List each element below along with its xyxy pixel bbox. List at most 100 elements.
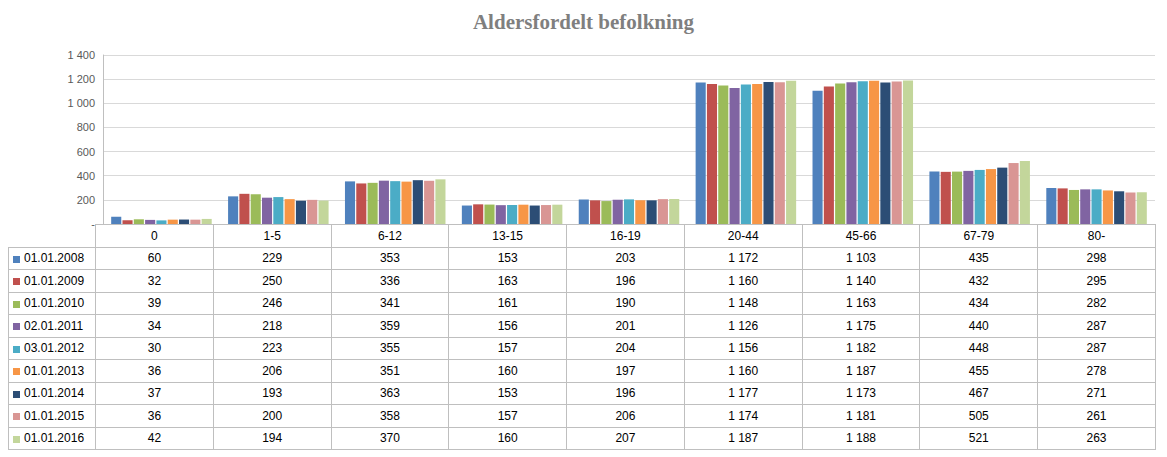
html-text:287: 287 (1086, 318, 1107, 333)
html-text:80-: 80- (1087, 228, 1106, 243)
svg-text:200: 200 (77, 194, 95, 206)
html-text:298: 298 (1086, 251, 1107, 266)
html-text:1-5: 1-5 (263, 228, 281, 243)
html-text:363: 363 (379, 386, 400, 401)
html-text:196: 196 (615, 273, 636, 288)
html-text:206: 206 (262, 363, 283, 378)
html-text:1 163: 1 163 (846, 296, 876, 311)
html-text:39: 39 (147, 296, 162, 311)
html-text:1 103: 1 103 (846, 251, 876, 266)
html-text:287: 287 (1086, 341, 1107, 356)
html-text:1 172: 1 172 (728, 251, 759, 266)
html-text:223: 223 (262, 341, 283, 356)
html-text:218: 218 (262, 318, 283, 333)
html-text:37: 37 (147, 386, 162, 401)
html-text:13-15: 13-15 (492, 228, 523, 243)
svg-text:1 000: 1 000 (67, 97, 95, 109)
html-text:1 160: 1 160 (728, 363, 759, 378)
html-text:204: 204 (615, 341, 636, 356)
html-text:1 126: 1 126 (728, 318, 759, 333)
html-text:1 182: 1 182 (846, 341, 876, 356)
html-text:1 148: 1 148 (728, 296, 759, 311)
html-text:246: 246 (262, 296, 283, 311)
html-text:30: 30 (147, 341, 162, 356)
html-text:6-12: 6-12 (377, 228, 402, 243)
html-text:341: 341 (379, 296, 400, 311)
svg-text:1 200: 1 200 (67, 73, 95, 85)
html-text:153: 153 (497, 251, 518, 266)
html-text:359: 359 (379, 318, 400, 333)
html-text:190: 190 (615, 296, 636, 311)
html-text:42: 42 (147, 431, 162, 446)
html-text:200: 200 (262, 408, 283, 423)
html-text:201: 201 (615, 318, 636, 333)
html-text:193: 193 (262, 386, 283, 401)
html-text:67-79: 67-79 (963, 228, 995, 243)
html-text:203: 203 (615, 251, 636, 266)
html-text:351: 351 (379, 363, 400, 378)
svg-text:600: 600 (77, 146, 95, 158)
html-text:1 177: 1 177 (728, 386, 759, 401)
html-text:161: 161 (497, 296, 518, 311)
html-text:467: 467 (968, 386, 989, 401)
html-text:434: 434 (968, 296, 989, 311)
html-text:1 173: 1 173 (846, 386, 876, 401)
html-text:157: 157 (497, 341, 518, 356)
html-text:250: 250 (262, 273, 283, 288)
html-text:36: 36 (147, 408, 162, 423)
html-text:157: 157 (497, 408, 518, 423)
html-text:36: 36 (147, 363, 162, 378)
html-text:1 140: 1 140 (846, 273, 876, 288)
html-text:1 160: 1 160 (728, 273, 759, 288)
html-text:60: 60 (147, 251, 162, 266)
html-text:156: 156 (497, 318, 518, 333)
svg-text:400: 400 (77, 170, 95, 182)
svg-text:800: 800 (77, 121, 95, 133)
html-text:1 187: 1 187 (846, 363, 876, 378)
html-text:370: 370 (379, 431, 400, 446)
html-text:435: 435 (968, 251, 989, 266)
html-text:196: 196 (615, 386, 636, 401)
html-text:278: 278 (1086, 363, 1107, 378)
html-text:197: 197 (615, 363, 636, 378)
svg-text:1 400: 1 400 (67, 49, 95, 61)
html-text:229: 229 (262, 251, 283, 266)
html-text:01.01.2016: 01.01.2016 (24, 431, 85, 446)
html-text:1 156: 1 156 (728, 341, 759, 356)
html-text:505: 505 (968, 408, 989, 423)
html-text:282: 282 (1086, 296, 1107, 311)
html-text:1 181: 1 181 (846, 408, 876, 423)
html-text:194: 194 (262, 431, 283, 446)
html-text:1 175: 1 175 (846, 318, 876, 333)
html-text:358: 358 (379, 408, 400, 423)
html-text:163: 163 (497, 273, 518, 288)
html-text:153: 153 (497, 386, 518, 401)
html-text:01.01.2010: 01.01.2010 (24, 296, 85, 311)
svg-text:Aldersfordelt befolkning: Aldersfordelt befolkning (473, 10, 695, 34)
html-text:01.01.2015: 01.01.2015 (24, 408, 85, 423)
html-text:02.01.2011: 02.01.2011 (24, 318, 84, 333)
html-text:45-66: 45-66 (845, 228, 877, 243)
html-text:440: 440 (968, 318, 989, 333)
html-text:206: 206 (615, 408, 636, 423)
html-text:16-19: 16-19 (610, 228, 641, 243)
html-text:353: 353 (379, 251, 400, 266)
html-text:1 174: 1 174 (728, 408, 759, 423)
html-text:01.01.2013: 01.01.2013 (24, 363, 85, 378)
html-text:01.01.2008: 01.01.2008 (24, 251, 85, 266)
html-text:448: 448 (968, 341, 989, 356)
html-text:34: 34 (147, 318, 162, 333)
html-text:271: 271 (1086, 386, 1107, 401)
html-text:336: 336 (379, 273, 400, 288)
html-text:432: 432 (968, 273, 989, 288)
html-text:295: 295 (1086, 273, 1107, 288)
html-text:03.01.2012: 03.01.2012 (24, 341, 85, 356)
html-text:160: 160 (497, 363, 518, 378)
html-text:355: 355 (379, 341, 400, 356)
html-text:01.01.2014: 01.01.2014 (24, 386, 85, 401)
html-text:01.01.2009: 01.01.2009 (24, 273, 85, 288)
html-text:20-44: 20-44 (727, 228, 759, 243)
html-text:261: 261 (1086, 408, 1107, 423)
html-text:32: 32 (147, 273, 162, 288)
html-text:455: 455 (968, 363, 989, 378)
